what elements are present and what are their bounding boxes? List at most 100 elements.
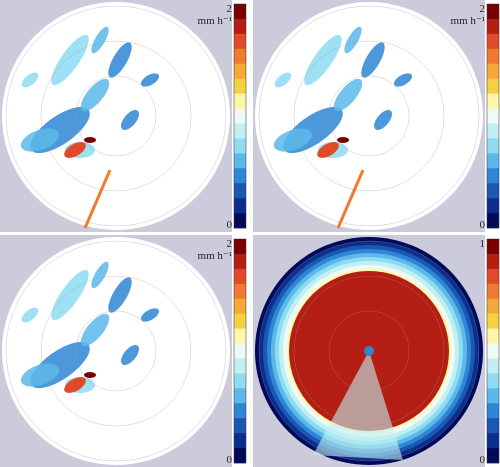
colorbar-min: 0 (227, 454, 233, 466)
range-ring (5, 240, 227, 462)
echo (91, 261, 109, 289)
colorbar-segment (487, 78, 499, 94)
colorbar-segment (234, 373, 246, 389)
colorbar-segment (487, 358, 499, 374)
echo (108, 277, 132, 313)
echo (304, 34, 342, 86)
colorbar-min: 0 (480, 454, 486, 466)
colorbar-segment (487, 93, 499, 109)
colorbar-segment (487, 448, 499, 464)
colorbar-max: 2 (227, 238, 233, 250)
echo-core (337, 137, 349, 143)
colorbar-segment (234, 4, 246, 20)
colorbar-segment (234, 48, 246, 65)
colorbar-unit: mm h⁻¹ (198, 250, 232, 262)
colorbar-segment (487, 108, 499, 124)
colorbar-segment (234, 313, 246, 329)
colorbar-segment (487, 4, 499, 20)
colorbar-segment (487, 153, 499, 169)
colorbar-segment (234, 253, 246, 270)
colorbar-segment (487, 253, 499, 270)
colorbar-segment (234, 418, 246, 434)
panel: 2mm h⁻¹ 0 (0, 0, 247, 232)
radar-disk (2, 237, 230, 465)
colorbar-segment (487, 313, 499, 329)
colorbar-segment (234, 78, 246, 94)
echo (91, 26, 109, 54)
radar-disk (255, 2, 483, 230)
colorbar-segment (487, 18, 499, 35)
panel: 10 (253, 235, 500, 467)
colorbar-frame (233, 3, 247, 229)
colorbar-segment (234, 358, 246, 374)
colorbar-max: 2 (227, 3, 233, 15)
colorbar-segment (234, 33, 246, 50)
range-ring (258, 5, 480, 227)
colorbar-segment (234, 63, 246, 79)
colorbar-segment (487, 373, 499, 389)
colorbar-segment (234, 18, 246, 35)
colorbar-segment (487, 33, 499, 50)
colorbar-segment (234, 448, 246, 464)
colorbar-min: 0 (227, 219, 233, 231)
echo (274, 72, 292, 88)
colorbar-frame (486, 3, 500, 229)
echo (140, 308, 160, 322)
colorbar-segment (487, 63, 499, 79)
range-ring (293, 275, 445, 427)
colorbar-unit: mm h⁻¹ (198, 15, 232, 27)
colorbar-unit: mm h⁻¹ (451, 15, 485, 27)
colorbar-segment (234, 328, 246, 344)
spike (336, 169, 365, 229)
colorbar-segment (234, 108, 246, 124)
colorbar-segment (234, 239, 246, 255)
colorbar-segment (234, 123, 246, 139)
colorbar-segment (234, 93, 246, 109)
colorbar-segment (234, 183, 246, 199)
range-ring (258, 240, 480, 462)
colorbar-segment (487, 283, 499, 300)
colorbar-segment (487, 418, 499, 434)
echo (140, 73, 160, 87)
echo (344, 26, 362, 54)
colorbar-segment (487, 298, 499, 314)
colorbar-max: 2 (480, 3, 486, 15)
colorbar-segment (234, 343, 246, 359)
echo-core (317, 142, 339, 158)
colorbar-segment (487, 183, 499, 199)
echo (51, 34, 89, 86)
range-ring (328, 75, 410, 157)
range-ring (75, 310, 157, 392)
colorbar-segment (234, 213, 246, 229)
echo (108, 42, 132, 78)
panel: 2mm h⁻¹ 0 (0, 235, 247, 467)
echo (121, 345, 139, 365)
colorbar-segment (234, 388, 246, 404)
radar-disk (2, 2, 230, 230)
echo (361, 42, 385, 78)
echo (393, 73, 413, 87)
colorbar-segment (487, 138, 499, 154)
echo-core (64, 377, 86, 393)
colorbar-segment (487, 433, 499, 449)
colorbar-segment (234, 433, 246, 449)
colorbar-segment (234, 168, 246, 184)
colorbar-segment (234, 283, 246, 300)
colorbar-max: 1 (480, 238, 486, 250)
colorbar-segment (487, 168, 499, 184)
colorbar-segment (234, 298, 246, 314)
range-ring (40, 275, 192, 427)
range-ring (75, 75, 157, 157)
range-ring (5, 5, 227, 227)
echo (20, 128, 60, 152)
colorbar-frame (486, 238, 500, 464)
colorbar-frame (233, 238, 247, 464)
echo-core (84, 372, 96, 378)
echo-core (84, 137, 96, 143)
echo (51, 269, 89, 321)
range-ring (40, 40, 192, 192)
echo (80, 78, 110, 112)
echo (273, 128, 313, 152)
center (364, 346, 374, 356)
